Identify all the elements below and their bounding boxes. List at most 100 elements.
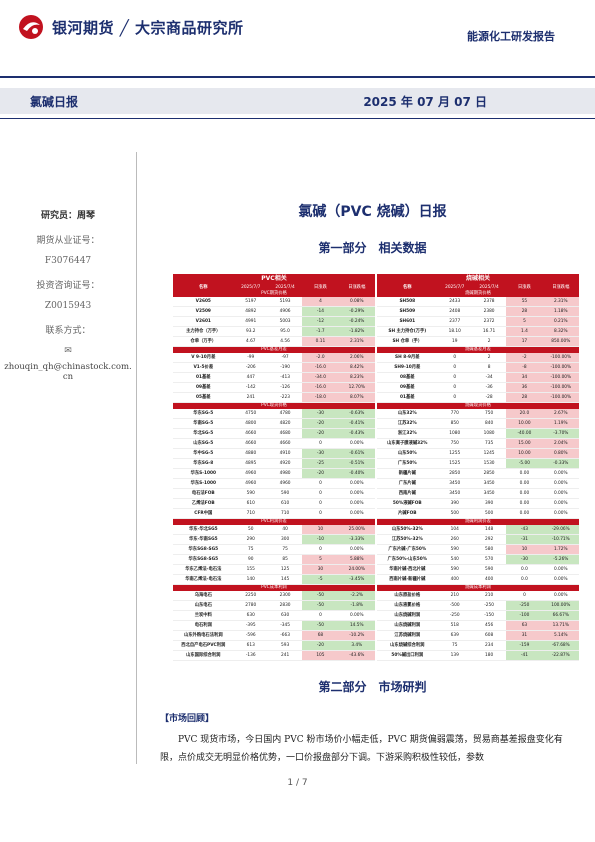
table-cell: 10.00 (506, 419, 543, 428)
table-cell: -126 (280, 385, 290, 390)
table-cell: 主力持仓（万手） (186, 329, 221, 334)
table-cell: -395 (245, 623, 256, 628)
table-row: V2509 4892 4906 -14 -0.29% (173, 307, 375, 317)
table-cell: -16.0 (302, 383, 339, 392)
table-cell: 735 (484, 441, 494, 446)
table-row: 江苏烧碱利润 639 608 31 5.14% (377, 631, 579, 641)
table-row: 华东SG8-SG5 75 75 0 0.00% (173, 545, 375, 555)
table-cell: SH 8-9月差 (395, 355, 420, 360)
report-date: 2025 年 07 月 07 日 (363, 95, 487, 109)
table-row: V2601 4991 5003 -12 -0.24% (173, 317, 375, 327)
table-row: 华东SG-8 4895 4920 -25 -0.51% (173, 459, 375, 469)
table-cell: 2.06% (338, 353, 375, 362)
table-cell: -43.6% (338, 651, 375, 660)
table-row: SH 8-9月差 0 2 -2 -100.00% (377, 353, 579, 363)
section-1-heading: 第一部分 相关数据 (318, 241, 427, 255)
table-cell: 华南乙烯法-电石法 (185, 577, 222, 582)
section-header: 烧碱成本利润 (377, 585, 579, 591)
table-cell: 400 (484, 577, 494, 582)
table-cell: -31 (506, 535, 543, 544)
report-name: 氯碱日报 (30, 95, 79, 109)
table-cell: -142 (245, 385, 256, 390)
table-cell: 01基差 (400, 395, 415, 400)
table-cell: 608 (484, 633, 494, 638)
table-cell: 4660 (279, 441, 291, 446)
table-cell: 华东乙烯法-电石法 (185, 567, 222, 572)
table-cell: -223 (280, 395, 290, 400)
table-cell: 5003 (279, 319, 291, 324)
table-cell: 750 (484, 411, 494, 416)
column-header: 日涨跌 (313, 285, 327, 290)
column-header: 2025/7/4 (275, 285, 295, 290)
table-cell: 241 (280, 653, 290, 658)
table-row: 山东离子膜液碱32% 750 735 15.00 2.04% (377, 439, 579, 449)
table-cell: 0 (453, 365, 457, 370)
table-cell: 0 (319, 441, 322, 446)
table-row: 山东电石 2780 2830 -50 -1.8% (173, 601, 375, 611)
table-cell: -16.0 (302, 363, 339, 372)
table-cell: 8.32% (542, 327, 579, 336)
table-cell: 山东原盐价格 (394, 593, 421, 598)
table-cell: -0.41% (338, 419, 375, 428)
table-cell: 710 (280, 511, 290, 516)
doc-title: 氯碱（PVC 烧碱）日报 (298, 204, 447, 220)
table-cell: 2 (487, 339, 491, 344)
table-cell: -0.33% (542, 459, 579, 468)
table-cell: 30 (302, 565, 339, 574)
page-header: 银河期货 ╱ 大宗商品研究所 能源化工研发报告 (0, 0, 595, 78)
table-row: 乙烯法FOB 610 610 0 0.00% (173, 499, 375, 509)
table-row: V 9-10月差 -99 -97 -2.0 2.06% (173, 353, 375, 363)
table-cell: 2372 (483, 319, 495, 324)
table-row: 西南片碱 3450 3450 0.00 0.00% (377, 489, 579, 499)
table-cell: -30 (506, 555, 543, 564)
table-row: 华南片碱-西北片碱 590 590 0.0 0.00% (377, 565, 579, 575)
table-cell: 0 (453, 375, 457, 380)
market-paragraph: PVC 现货市场，今日国内 PVC 粉市场价小幅走低，PVC 期货偏弱震荡，贸易… (160, 735, 563, 763)
table-cell: 0.21% (542, 317, 579, 326)
table-cell: 140 (246, 577, 255, 582)
table-cell: 0 (453, 395, 457, 400)
table-cell: 2.31% (338, 337, 375, 346)
table-cell: 770 (450, 411, 459, 416)
table-cell: 4.67 (245, 339, 256, 344)
table-cell: -10.71% (542, 535, 579, 544)
table-cell: 电石利润 (194, 623, 212, 628)
table-cell: 0.00% (349, 481, 364, 486)
table-cell: 2250 (245, 593, 257, 598)
table-cell: 4800 (245, 421, 257, 426)
table-cell: 148 (484, 527, 494, 532)
table-cell: 4750 (245, 411, 257, 416)
table-cell: -20 (302, 469, 339, 478)
table-cell: 25.00% (338, 525, 375, 534)
table-cell: 0.00% (553, 491, 568, 496)
table-cell: -3.33% (338, 535, 375, 544)
table-cell: 5193 (279, 299, 291, 304)
table-cell: V2601 (195, 319, 211, 324)
table-cell: 0.00% (553, 577, 568, 582)
table-cell: 18.10 (448, 329, 461, 334)
table-cell: 1080 (449, 431, 461, 436)
table-cell: -2 (506, 353, 543, 362)
table-cell: 1.4 (506, 327, 543, 336)
table-cell: 仓单（万手） (190, 339, 217, 344)
table-cell: -50 (302, 591, 339, 600)
table-row: SH 仓单（手） 19 2 17 850.00% (377, 337, 579, 347)
table-cell: 710 (246, 511, 255, 516)
table-cell: -36 (485, 385, 493, 390)
table-cell: 山东50%-32% (391, 527, 423, 532)
author-email[interactable]: zhouqin_qh@chinastock.com.cn (4, 362, 132, 382)
table-cell: 639 (450, 633, 459, 638)
table-cell: -10 (302, 535, 339, 544)
table-row: 山东50% 1255 1245 10.00 0.80% (377, 449, 579, 459)
table-cell: 09基差 (196, 385, 211, 390)
table-cell: 2378 (483, 299, 495, 304)
table-cell: 0 (453, 355, 457, 360)
table-cell: -596 (245, 633, 256, 638)
table-cell: 4660 (245, 431, 257, 436)
table-cell: 100.00% (542, 601, 579, 610)
table-cell: -136 (245, 653, 256, 658)
section-header: 烧碱基差月差 (377, 347, 579, 353)
table-cell: 1525 (449, 461, 461, 466)
table-row: 华东乙烯法-电石法 155 125 30 24.00% (173, 565, 375, 575)
table-cell: 36 (506, 383, 543, 392)
